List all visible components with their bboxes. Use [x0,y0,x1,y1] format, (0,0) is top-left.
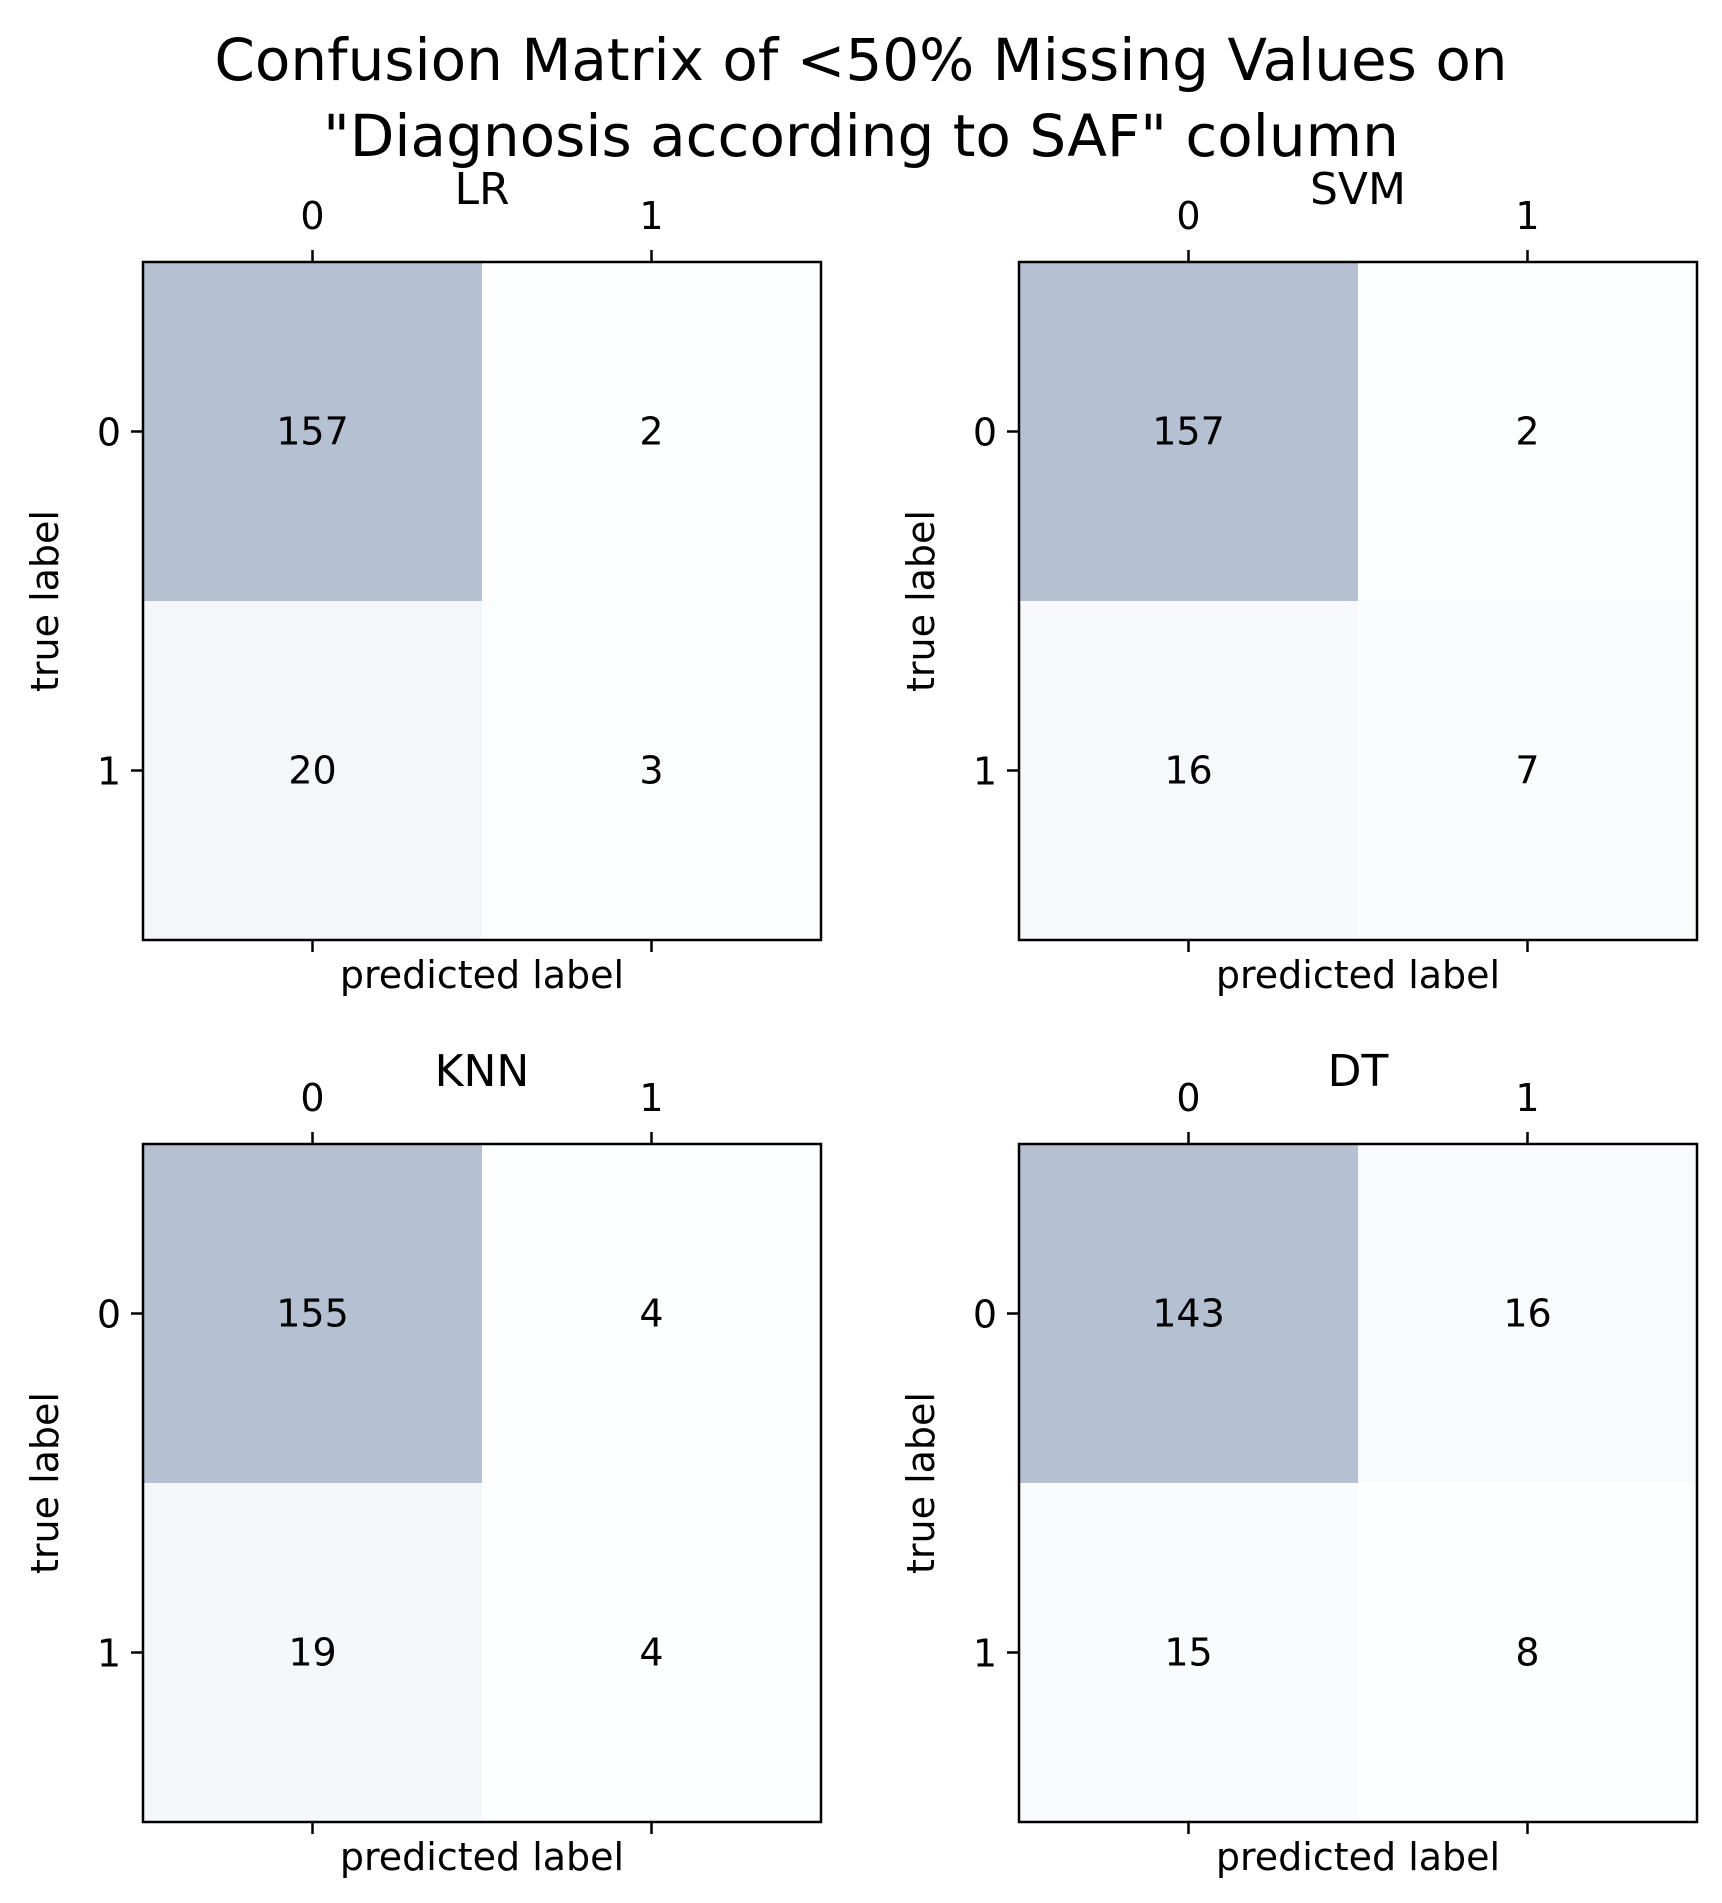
x-tick-label: 1 [1515,194,1539,238]
figure-title: Confusion Matrix of <50% Missing Values … [214,26,1508,170]
x-axis-label: predicted label [340,1835,624,1879]
panel-title: SVM [1310,164,1406,215]
cell-value-label: 4 [639,1631,663,1675]
y-axis-label: true label [23,1392,67,1574]
cell-value-label: 19 [288,1631,336,1675]
cell-value-label: 3 [639,749,663,793]
heatmap-cell [1019,262,1358,601]
plot-frame [141,1142,823,1824]
y-tick-label: 0 [973,1293,997,1337]
cell-value-label: 157 [1152,410,1225,454]
x-axis-label: predicted label [340,953,624,997]
plot-frame [1017,260,1699,942]
x-axis-label: predicted label [1216,953,1500,997]
cell-value-label: 16 [1164,749,1212,793]
heatmap-cell [482,262,821,601]
y-tick-label: 0 [973,411,997,455]
plot-frame [1017,1142,1699,1824]
y-tick-label: 1 [973,1632,997,1676]
heatmap-cell [482,1483,821,1822]
heatmap-cell [482,601,821,940]
heatmap-cell [1358,601,1697,940]
cell-value-label: 15 [1164,1631,1212,1675]
cell-value-label: 4 [639,1292,663,1336]
x-tick-label: 0 [1176,1076,1200,1120]
heatmap-cell [1019,1483,1358,1822]
cell-value-label: 2 [639,410,663,454]
x-tick-label: 1 [639,1076,663,1120]
cell-value-label: 155 [276,1292,349,1336]
cell-value-label: 8 [1515,1631,1539,1675]
x-tick-label: 0 [1176,194,1200,238]
y-tick-label: 1 [97,750,121,794]
heatmap-cell [482,1144,821,1483]
panel-title: LR [454,164,509,215]
y-axis-label: true label [23,510,67,692]
heatmap-cell [1358,262,1697,601]
x-tick-label: 0 [300,194,324,238]
heatmap-cell [1019,1144,1358,1483]
cell-value-label: 7 [1515,749,1539,793]
x-tick-label: 1 [1515,1076,1539,1120]
heatmap-cell [1358,1483,1697,1822]
panel-title: DT [1328,1046,1389,1097]
heatmap-cell [1019,601,1358,940]
y-tick-label: 1 [973,750,997,794]
cell-value-label: 20 [288,749,336,793]
cell-value-label: 143 [1152,1292,1225,1336]
heatmap-cell [143,1483,482,1822]
plot-frame [141,260,823,942]
y-tick-label: 0 [97,411,121,455]
y-tick-label: 1 [97,1632,121,1676]
x-tick-label: 0 [300,1076,324,1120]
heatmap-cell [143,601,482,940]
cell-value-label: 2 [1515,410,1539,454]
y-axis-label: true label [899,1392,943,1574]
x-tick-label: 1 [639,194,663,238]
panel-title: KNN [435,1046,530,1097]
heatmap-cell [143,1144,482,1483]
x-axis-label: predicted label [1216,1835,1500,1879]
cell-value-label: 157 [276,410,349,454]
y-tick-label: 0 [97,1293,121,1337]
heatmap-cell [1358,1144,1697,1483]
y-axis-label: true label [899,510,943,692]
cell-value-label: 16 [1503,1292,1551,1336]
heatmap-cell [143,262,482,601]
